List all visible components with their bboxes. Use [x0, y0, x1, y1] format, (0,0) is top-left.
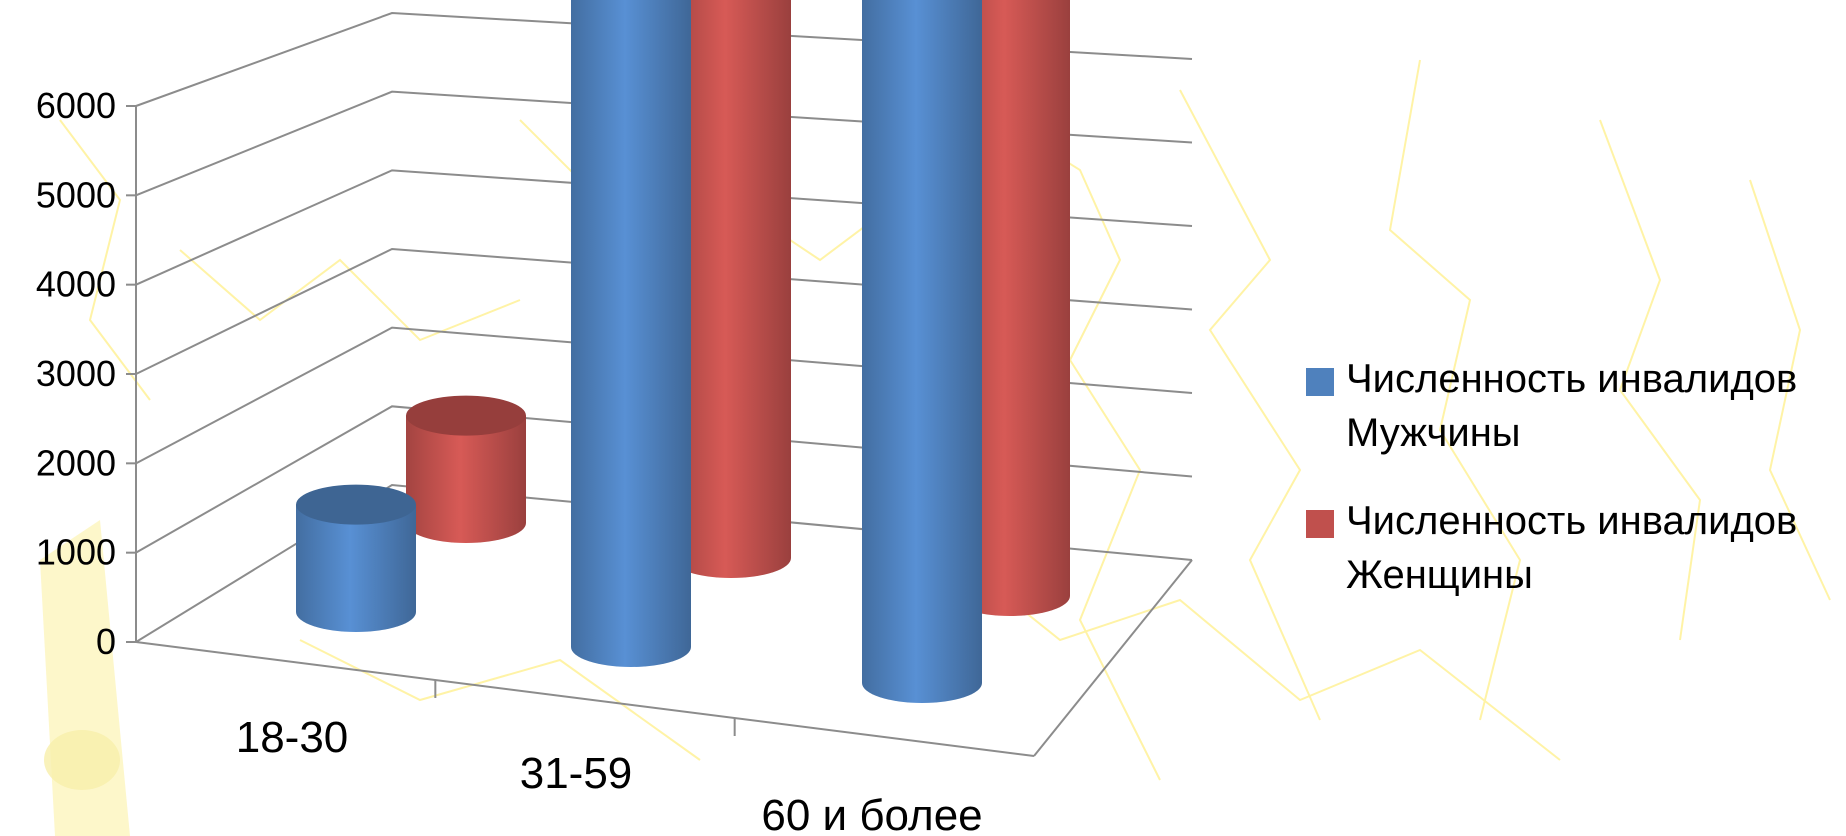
y-tick-label: 6000: [36, 85, 116, 126]
bar-male-0: [296, 484, 416, 632]
axis-labels: 0 1000 2000 3000 4000 5000 6000 18-30 31-59 60 и …: [36, 85, 983, 836]
y-tick-label: 4000: [36, 264, 116, 305]
legend-swatch-male: [1306, 368, 1334, 396]
x-category-label: 31-59: [520, 749, 633, 798]
legend-label-male: Численность инвалидов Мужчины: [1346, 357, 1798, 455]
x-category-label: 60 и более: [761, 791, 982, 836]
legend-item-male: Численность инвалидов Мужчины: [1306, 352, 1846, 460]
y-tick-label: 2000: [36, 442, 116, 483]
legend-swatch-female: [1306, 510, 1334, 538]
legend-item-female: Численность инвалидов Женщины: [1306, 494, 1846, 602]
legend: Численность инвалидов Мужчины Численност…: [1306, 352, 1846, 636]
bar-female-1: [671, 0, 791, 578]
x-category-label: 18-30: [236, 713, 349, 762]
y-tick-label: 3000: [36, 353, 116, 394]
x-axis-line: [135, 641, 1035, 757]
y-tick-label: 5000: [36, 174, 116, 215]
y-tick-label: 1000: [36, 532, 116, 573]
bar-male-2: [862, 0, 982, 703]
bar-female-0: [406, 395, 526, 543]
legend-label-female: Численность инвалидов Женщины: [1346, 499, 1798, 597]
bars: [296, 0, 1070, 703]
floor-right-edge: [1033, 559, 1193, 757]
bar-male-1: [571, 0, 691, 667]
y-tick-label: 0: [96, 621, 116, 662]
axes: [126, 105, 1193, 757]
